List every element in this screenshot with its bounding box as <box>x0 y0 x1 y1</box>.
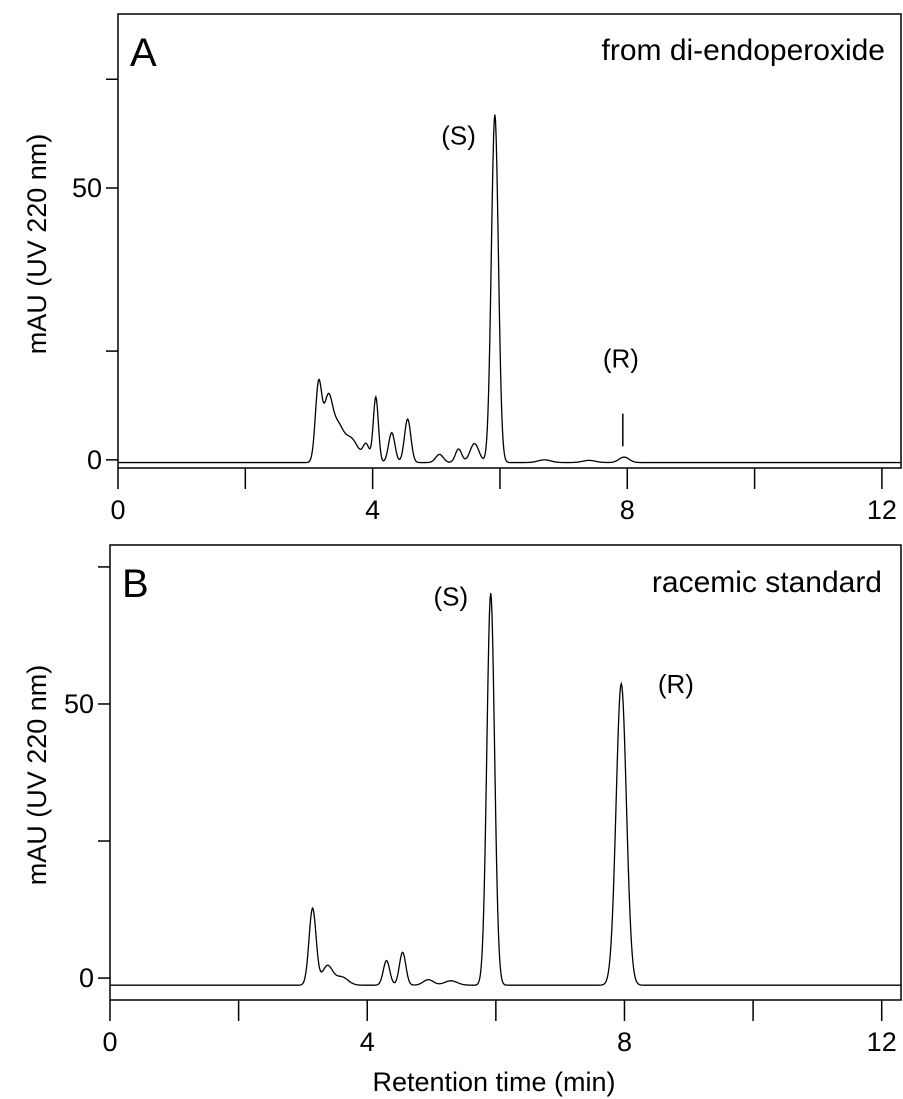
y-axis-label: mAU (UV 220 nm) <box>22 134 52 355</box>
chromatogram-trace <box>110 593 901 986</box>
y-tick-label: 50 <box>64 689 94 719</box>
x-tick-label: 8 <box>620 495 635 525</box>
x-tick-label: 0 <box>102 1027 117 1057</box>
x-tick-label: 0 <box>110 495 125 525</box>
peak-label: (S) <box>441 120 476 150</box>
panel-label: B <box>122 562 149 606</box>
y-axis-label: mAU (UV 220 nm) <box>22 665 52 886</box>
chromatogram-panel-b: B racemic standard mAU (UV 220 nm) 0 50 0… <box>22 544 902 1097</box>
peak-label: (R) <box>658 669 694 699</box>
plot-frame <box>109 544 902 1001</box>
x-tick-label: 8 <box>617 1027 632 1057</box>
y-tick-label: 0 <box>87 445 102 475</box>
x-tick-label: 12 <box>867 1027 897 1057</box>
panel-label: A <box>130 31 157 75</box>
x-tick-label: 12 <box>867 495 897 525</box>
x-tick-label: 4 <box>365 495 380 525</box>
peak-label: (S) <box>434 581 469 611</box>
chromatogram-trace <box>118 114 901 464</box>
x-tick-label: 4 <box>360 1027 375 1057</box>
x-axis-label: Retention time (min) <box>372 1067 615 1097</box>
y-tick-label: 50 <box>72 173 102 203</box>
panel-title: from di-endoperoxide <box>602 34 886 67</box>
chromatogram-panel-a: A from di-endoperoxide mAU (UV 220 nm) 0… <box>22 13 902 525</box>
panel-title: racemic standard <box>652 566 882 599</box>
plot-frame <box>117 13 902 469</box>
y-tick-label: 0 <box>79 963 94 993</box>
peak-label: (R) <box>603 343 639 373</box>
